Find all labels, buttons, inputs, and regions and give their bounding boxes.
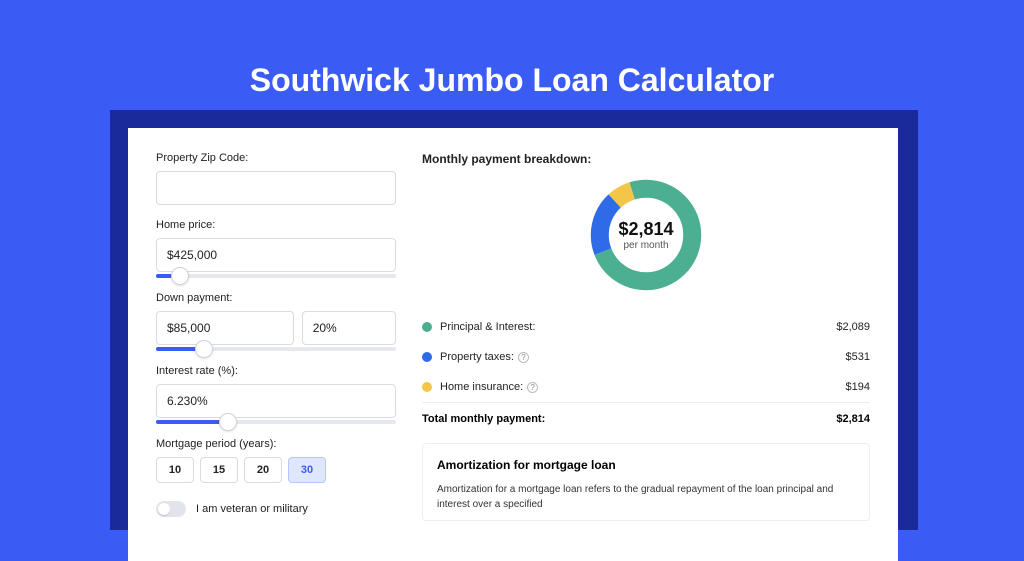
home-price-input[interactable] xyxy=(156,238,396,272)
legend-label: Home insurance:? xyxy=(440,381,846,393)
veteran-label: I am veteran or military xyxy=(196,503,308,515)
home-price-group: Home price: xyxy=(156,219,396,278)
breakdown-title: Monthly payment breakdown: xyxy=(422,152,870,166)
interest-group: Interest rate (%): xyxy=(156,365,396,424)
slider-fill xyxy=(156,420,228,424)
legend-dot xyxy=(422,382,432,392)
down-payment-amount-input[interactable] xyxy=(156,311,294,345)
interest-input[interactable] xyxy=(156,384,396,418)
page-title: Southwick Jumbo Loan Calculator xyxy=(0,0,1024,127)
help-icon[interactable]: ? xyxy=(518,352,529,363)
interest-label: Interest rate (%): xyxy=(156,365,396,377)
donut-wrap: $2,814 per month xyxy=(422,174,870,296)
interest-slider[interactable] xyxy=(156,420,396,424)
period-options: 10152030 xyxy=(156,457,396,483)
legend-value: $2,089 xyxy=(836,321,870,333)
amortization-title: Amortization for mortgage loan xyxy=(437,458,855,472)
donut-center: $2,814 per month xyxy=(585,174,707,296)
legend-value: $194 xyxy=(846,381,870,393)
legend-dot xyxy=(422,322,432,332)
zip-input[interactable] xyxy=(156,171,396,205)
veteran-toggle[interactable] xyxy=(156,501,186,517)
zip-field-group: Property Zip Code: xyxy=(156,152,396,205)
toggle-knob xyxy=(158,503,170,515)
down-payment-label: Down payment: xyxy=(156,292,396,304)
breakdown-column: Monthly payment breakdown: $2,814 per mo… xyxy=(422,152,870,521)
donut-chart: $2,814 per month xyxy=(585,174,707,296)
slider-thumb[interactable] xyxy=(195,340,213,358)
legend-row: Property taxes:?$531 xyxy=(422,342,870,372)
legend: Principal & Interest:$2,089Property taxe… xyxy=(422,312,870,402)
period-option-20[interactable]: 20 xyxy=(244,457,282,483)
down-payment-group: Down payment: xyxy=(156,292,396,351)
zip-label: Property Zip Code: xyxy=(156,152,396,164)
period-option-10[interactable]: 10 xyxy=(156,457,194,483)
donut-amount: $2,814 xyxy=(618,219,673,240)
period-label: Mortgage period (years): xyxy=(156,438,396,450)
legend-dot xyxy=(422,352,432,362)
legend-row: Home insurance:?$194 xyxy=(422,372,870,402)
slider-thumb[interactable] xyxy=(219,413,237,431)
legend-total-row: Total monthly payment: $2,814 xyxy=(422,402,870,425)
period-option-30[interactable]: 30 xyxy=(288,457,326,483)
period-option-15[interactable]: 15 xyxy=(200,457,238,483)
legend-row: Principal & Interest:$2,089 xyxy=(422,312,870,342)
down-payment-slider[interactable] xyxy=(156,347,396,351)
down-payment-pct-input[interactable] xyxy=(302,311,396,345)
legend-value: $531 xyxy=(846,351,870,363)
veteran-row: I am veteran or military xyxy=(156,501,396,517)
legend-label: Property taxes:? xyxy=(440,351,846,363)
home-price-slider[interactable] xyxy=(156,274,396,278)
legend-label: Principal & Interest: xyxy=(440,321,836,333)
total-value: $2,814 xyxy=(836,413,870,425)
total-label: Total monthly payment: xyxy=(422,413,836,425)
calculator-card: Property Zip Code: Home price: Down paym… xyxy=(128,128,898,561)
help-icon[interactable]: ? xyxy=(527,382,538,393)
amortization-text: Amortization for a mortgage loan refers … xyxy=(437,482,855,512)
form-column: Property Zip Code: Home price: Down paym… xyxy=(156,152,396,521)
slider-thumb[interactable] xyxy=(171,267,189,285)
donut-sub: per month xyxy=(623,240,668,251)
period-group: Mortgage period (years): 10152030 xyxy=(156,438,396,483)
amortization-box: Amortization for mortgage loan Amortizat… xyxy=(422,443,870,521)
home-price-label: Home price: xyxy=(156,219,396,231)
